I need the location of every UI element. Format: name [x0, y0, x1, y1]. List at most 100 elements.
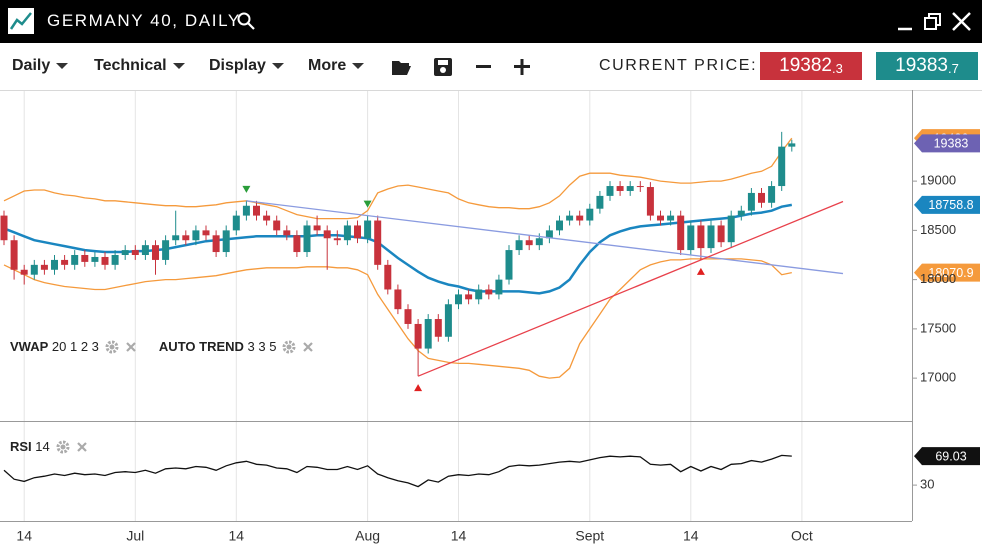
x-tick-label: Sept: [575, 528, 604, 544]
price-tag-label: 19383: [934, 137, 969, 151]
indicator-params: 3 3 5: [247, 339, 277, 354]
zoom-out-icon[interactable]: [476, 65, 491, 68]
candle-body: [212, 235, 220, 253]
price-fraction: .7: [948, 60, 959, 76]
candle-body: [646, 187, 654, 216]
open-icon[interactable]: [392, 61, 411, 75]
current-price-label: CURRENT PRICE:: [599, 57, 758, 74]
candle-body: [61, 259, 69, 265]
indicator-text: RSI 14: [10, 439, 50, 454]
candle-body: [364, 220, 372, 239]
zoom-in-icon[interactable]: [514, 59, 530, 75]
settings-icon[interactable]: [56, 440, 70, 454]
y-tick-label: 19000: [920, 173, 956, 188]
candle-body: [505, 250, 513, 280]
x-tick-label: 14: [683, 528, 699, 544]
candle-body: [20, 269, 28, 275]
app-logo[interactable]: [8, 8, 34, 34]
candle-body: [687, 225, 695, 251]
candle-body: [444, 304, 452, 337]
y-tick-label: 18500: [920, 222, 956, 237]
candle-body: [727, 215, 735, 243]
candle-body: [172, 235, 180, 241]
price-integer: 19382: [779, 55, 832, 76]
menu-technical[interactable]: Technical: [94, 57, 185, 75]
candle-body: [91, 256, 99, 262]
menu-more[interactable]: More: [308, 57, 365, 75]
indicator-legend: VWAP 20 1 2 3 AUTO TREND 3 3 5: [10, 339, 314, 354]
candle-body: [354, 225, 361, 239]
candle-body: [51, 259, 58, 270]
candle-body: [343, 225, 351, 241]
indicator-name: AUTO TREND: [158, 339, 244, 354]
x-tick-label: 14: [451, 528, 467, 544]
menu-label: Technical: [94, 57, 167, 74]
candle-body: [778, 146, 786, 187]
candle-body: [293, 235, 301, 253]
save-icon[interactable]: [434, 58, 452, 76]
candle-body: [626, 186, 634, 191]
settings-icon[interactable]: [105, 340, 119, 354]
candle-body: [525, 240, 533, 246]
candle-body: [616, 186, 624, 191]
price-fraction: .3: [832, 60, 843, 76]
pivot-low-marker: [696, 267, 705, 275]
candle-body: [111, 255, 119, 265]
search-icon[interactable]: [236, 11, 256, 31]
candle-body: [101, 256, 109, 265]
remove-icon[interactable]: [302, 341, 314, 353]
candle-body: [242, 205, 250, 216]
candle-body: [10, 240, 18, 270]
candle-body: [545, 230, 553, 239]
menu-label: Daily: [12, 57, 51, 74]
caret: [56, 63, 69, 69]
candle-body: [566, 215, 574, 221]
window-controls[interactable]: [896, 10, 976, 34]
ask-price[interactable]: 19383.7: [876, 52, 978, 80]
grid-layer: [23, 91, 917, 521]
caret: [352, 63, 365, 69]
indicator-name: VWAP: [10, 339, 49, 354]
indicator-name: RSI: [10, 439, 32, 454]
price-integer: 19383: [895, 55, 948, 76]
candle-body: [131, 250, 139, 255]
candle-body: [586, 208, 594, 221]
menu-display[interactable]: Display: [209, 57, 284, 75]
price-tag: [914, 447, 980, 466]
candle-body: [606, 186, 614, 196]
candle-body: [202, 230, 210, 236]
line: [3, 137, 793, 220]
pivot-low-marker: [414, 384, 423, 392]
settings-icon[interactable]: [282, 340, 296, 354]
candle-body: [384, 264, 392, 290]
candle-body: [253, 205, 260, 216]
candle-body: [303, 225, 311, 253]
candle-body: [636, 186, 644, 188]
candle-body: [758, 192, 765, 203]
candle-body: [232, 215, 240, 231]
candle-body: [475, 289, 483, 300]
rsi-legend: RSI 14: [10, 439, 88, 454]
candle-body: [283, 230, 291, 236]
candle-body: [192, 230, 200, 241]
remove-icon[interactable]: [76, 441, 88, 453]
menu-daily[interactable]: Daily: [12, 57, 69, 75]
candle-body: [495, 279, 503, 295]
caret: [271, 63, 284, 69]
x-tick-label: 14: [16, 528, 32, 544]
bid-price[interactable]: 19382.3: [760, 52, 862, 80]
remove-icon[interactable]: [125, 341, 137, 353]
candle-body: [737, 210, 745, 216]
candle-body: [273, 220, 281, 231]
candle-body: [121, 250, 129, 255]
price-tag-label: 69.03: [935, 449, 966, 463]
candle-body: [556, 220, 563, 231]
candle-body: [747, 192, 755, 211]
trend-line-low: [417, 200, 844, 377]
menu-label: More: [308, 57, 347, 74]
caret: [172, 63, 185, 69]
candle-body: [596, 195, 604, 209]
candle-body: [152, 245, 159, 260]
candle-body: [697, 225, 705, 249]
candle-body: [222, 230, 230, 253]
